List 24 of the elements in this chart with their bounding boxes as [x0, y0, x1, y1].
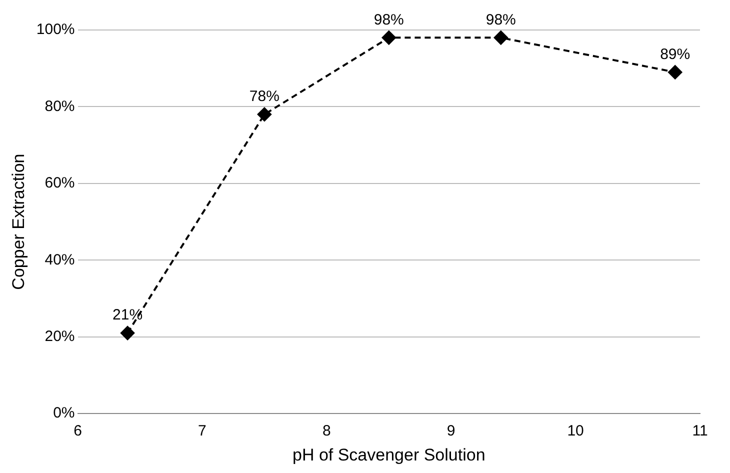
- data-label: 78%: [249, 88, 280, 106]
- point: [120, 326, 135, 340]
- y-tick-label: 40%: [44, 251, 75, 268]
- data-label: 21%: [112, 306, 143, 324]
- point: [494, 30, 508, 45]
- y-axis-title: Copper Extraction: [8, 154, 28, 290]
- data-label: 98%: [374, 11, 404, 28]
- y-tick-label: 0%: [53, 404, 75, 422]
- x-tick-label: 9: [446, 422, 456, 440]
- x-tick-label: 6: [74, 422, 82, 440]
- x-tick-label: 7: [198, 422, 206, 440]
- y-tick-label: 80%: [44, 98, 75, 115]
- y-tick-label: 60%: [44, 174, 75, 192]
- x-tick-label: 11: [692, 422, 708, 440]
- x-tick-label: 8: [322, 422, 331, 440]
- point: [382, 30, 396, 45]
- y-tick-label: 100%: [36, 21, 75, 38]
- x-tick-label: 10: [567, 422, 584, 440]
- y-tick-label: 20%: [44, 328, 75, 346]
- point: [257, 107, 272, 122]
- x-axis-title: pH of Scavenger Solution: [292, 445, 486, 464]
- data-label: 89%: [660, 46, 690, 63]
- point: [668, 65, 682, 80]
- data-label: 98%: [486, 11, 516, 28]
